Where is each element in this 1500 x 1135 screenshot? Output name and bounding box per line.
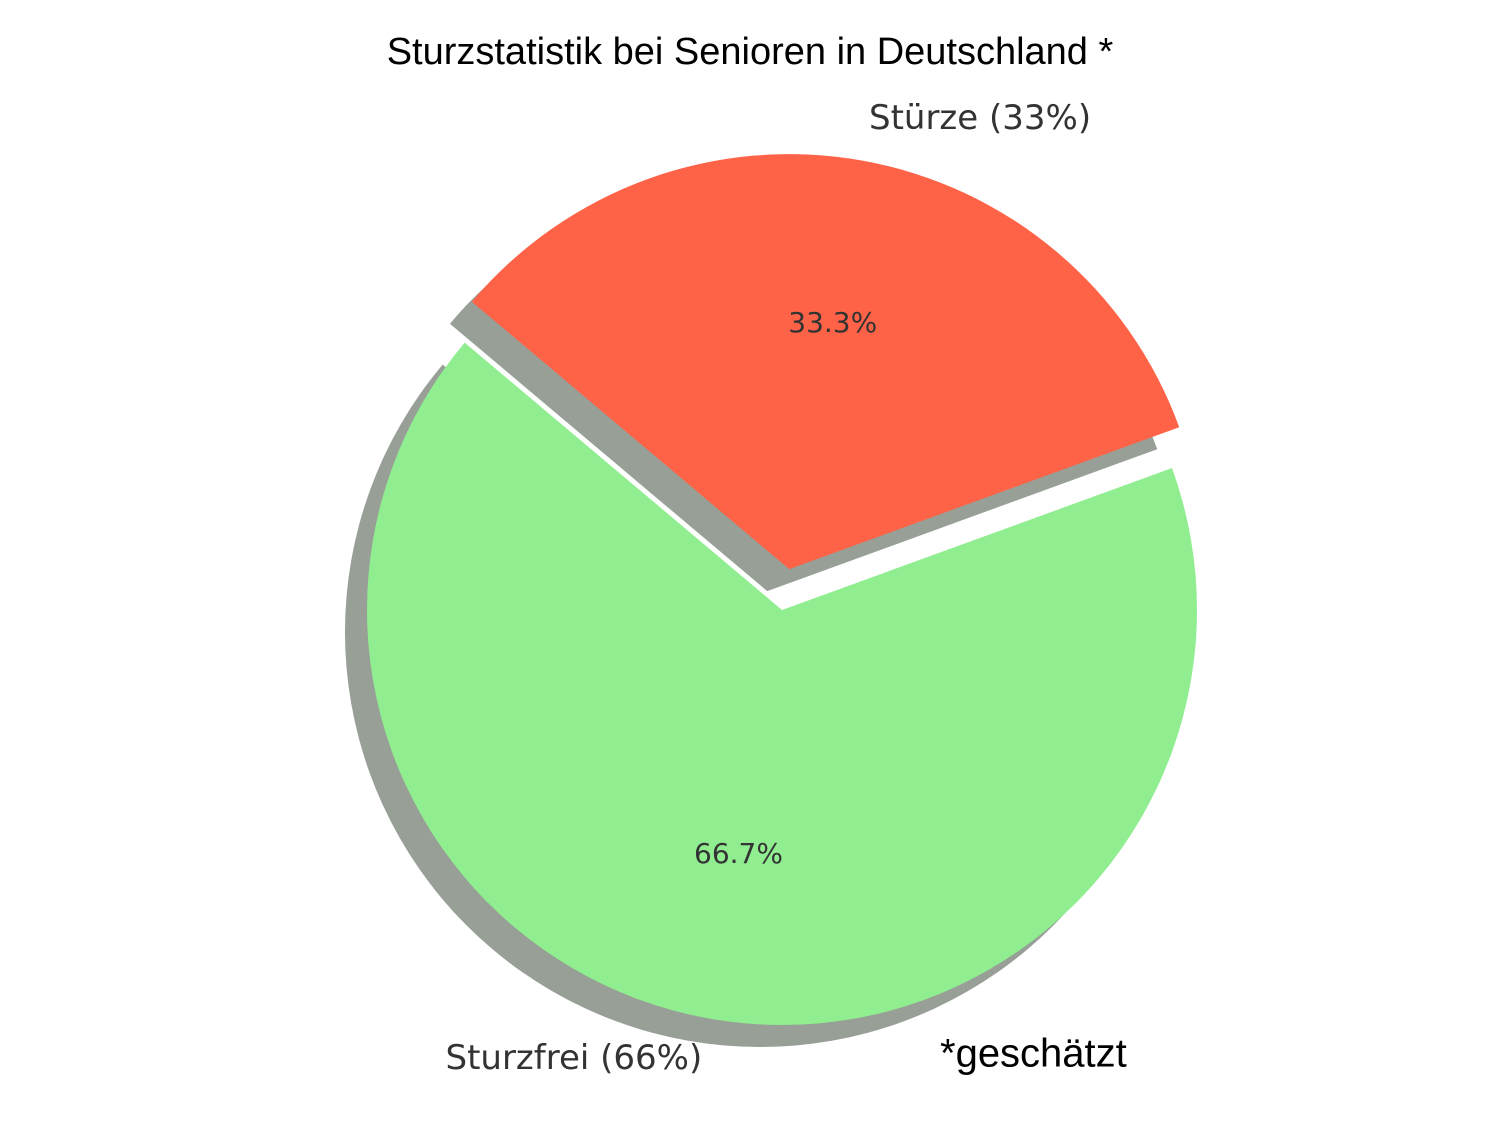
- pie-slice: [367, 342, 1197, 1026]
- annotation: *geschätzt: [940, 1032, 1127, 1076]
- slice-label: Sturzfrei (66%): [445, 1038, 702, 1078]
- pie-slice: [471, 154, 1180, 570]
- slice-label: Stürze (33%): [869, 98, 1091, 138]
- value-label: 66.7%: [694, 837, 783, 870]
- chart-title: Sturzstatistik bei Senioren in Deutschla…: [387, 31, 1114, 73]
- value-label: 33.3%: [788, 306, 877, 339]
